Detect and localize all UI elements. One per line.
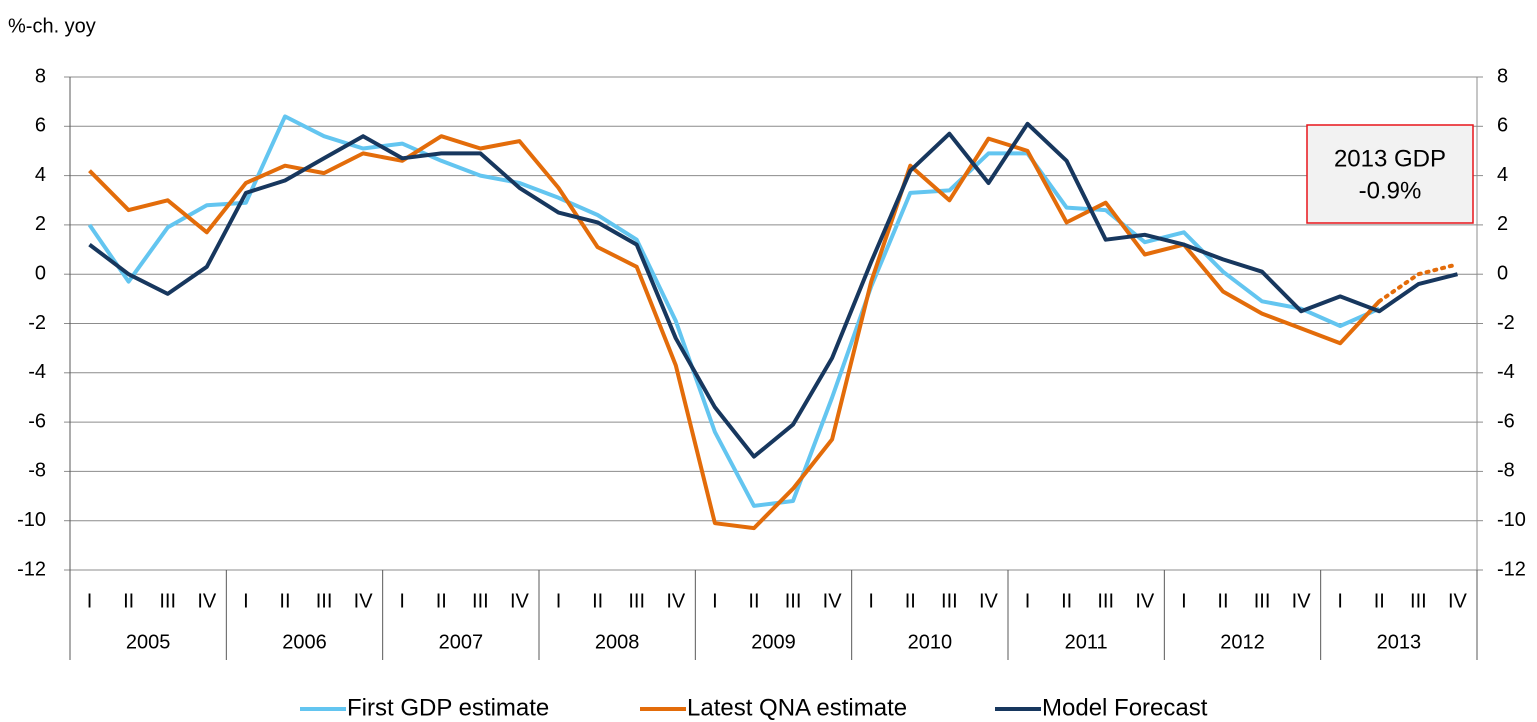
y2-tick-label: 0	[1497, 262, 1508, 284]
x-tick-label: II	[279, 590, 290, 612]
year-label: 2011	[1065, 631, 1108, 653]
y2-tick-label: -6	[1497, 410, 1515, 432]
x-tick-label: IV	[1292, 590, 1312, 612]
y2-tick-label: -10	[1497, 509, 1526, 531]
x-tick-label: I	[556, 590, 562, 612]
x-tick-label: IV	[197, 590, 217, 612]
x-tick-label: III	[785, 590, 802, 612]
year-label: 2007	[439, 631, 484, 653]
series-line	[1377, 262, 1460, 304]
year-label: 2005	[126, 631, 171, 653]
x-tick-label: IV	[510, 590, 530, 612]
x-tick-label: III	[1254, 590, 1271, 612]
x-tick-label: III	[1097, 590, 1114, 612]
y2-tick-label: 8	[1497, 65, 1508, 87]
x-tick-label: III	[472, 590, 489, 612]
y-tick-label: -12	[17, 558, 46, 580]
x-tick-label: II	[123, 590, 134, 612]
x-tick-label: III	[628, 590, 645, 612]
series-line	[88, 121, 1458, 459]
y2-tick-label: -8	[1497, 460, 1515, 482]
y2-tick-label: 2	[1497, 213, 1508, 235]
annotation-box	[1306, 124, 1474, 224]
y-tick-label: 0	[35, 262, 46, 284]
x-tick-label: III	[941, 590, 958, 612]
x-tick-label: II	[436, 590, 447, 612]
x-tick-label: IV	[1448, 590, 1468, 612]
y-tick-label: 8	[35, 65, 46, 87]
x-tick-label: II	[748, 590, 759, 612]
x-tick-label: IV	[823, 590, 843, 612]
x-tick-label: I	[87, 590, 93, 612]
year-label: 2006	[282, 631, 327, 653]
annotation-text: 2013 GDP	[1334, 145, 1446, 172]
year-label: 2010	[908, 631, 953, 653]
x-tick-label: II	[905, 590, 916, 612]
y-tick-label: 4	[35, 164, 46, 186]
y-tick-label: -10	[17, 509, 46, 531]
x-tick-label: II	[1374, 590, 1385, 612]
y2-tick-label: 6	[1497, 115, 1508, 137]
x-tick-label: IV	[354, 590, 374, 612]
year-label: 2013	[1377, 631, 1422, 653]
annotation-text: -0.9%	[1359, 177, 1422, 204]
x-tick-label: I	[399, 590, 405, 612]
y-axis-label: %-ch. yoy	[8, 15, 96, 37]
year-label: 2008	[595, 631, 640, 653]
x-tick-label: II	[1061, 590, 1072, 612]
y-tick-label: 6	[35, 115, 46, 137]
y-tick-label: -6	[28, 410, 46, 432]
x-tick-label: I	[868, 590, 874, 612]
year-label: 2012	[1220, 631, 1265, 653]
y2-tick-label: -12	[1497, 558, 1526, 580]
x-tick-label: I	[712, 590, 718, 612]
x-tick-label: II	[1217, 590, 1228, 612]
x-tick-label: IV	[666, 590, 686, 612]
series-line	[87, 114, 1381, 508]
x-tick-label: III	[159, 590, 176, 612]
x-tick-label: I	[1337, 590, 1343, 612]
x-tick-label: I	[243, 590, 249, 612]
x-tick-label: IV	[1135, 590, 1155, 612]
x-tick-label: II	[592, 590, 603, 612]
x-tick-label: I	[1181, 590, 1187, 612]
y-tick-label: -4	[28, 361, 46, 383]
y2-tick-label: 4	[1497, 164, 1508, 186]
x-tick-label: IV	[979, 590, 999, 612]
y-tick-label: -8	[28, 460, 46, 482]
y2-tick-label: -2	[1497, 312, 1515, 334]
legend-label: First GDP estimate	[347, 694, 549, 721]
x-tick-label: I	[1025, 590, 1031, 612]
x-tick-label: III	[1410, 590, 1427, 612]
legend-label: Model Forecast	[1042, 694, 1208, 721]
year-label: 2009	[751, 631, 796, 653]
y-tick-label: -2	[28, 312, 46, 334]
y2-tick-label: -4	[1497, 361, 1515, 383]
y-tick-label: 2	[35, 213, 46, 235]
x-tick-label: III	[316, 590, 333, 612]
legend-label: Latest QNA estimate	[687, 694, 907, 721]
